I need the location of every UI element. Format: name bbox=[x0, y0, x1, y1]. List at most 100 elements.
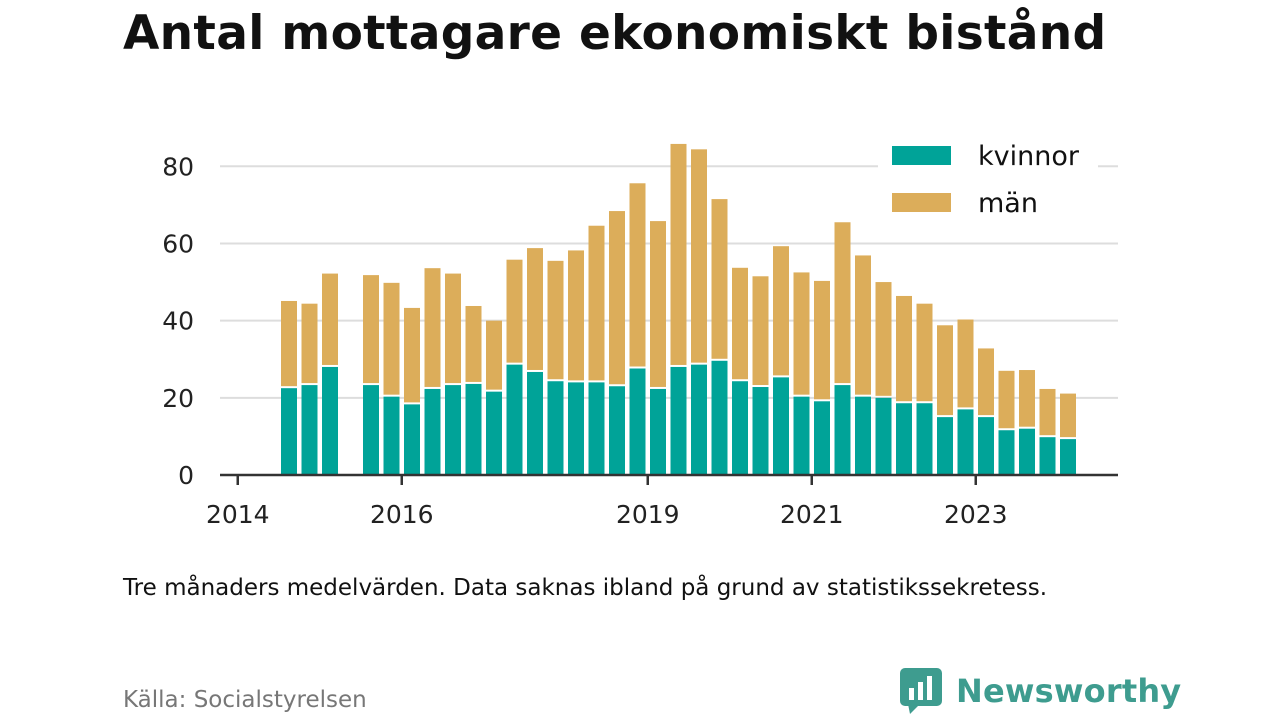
bar-segment-man bbox=[793, 272, 810, 395]
x-axis: 2014 2016 2019 2021 2023 bbox=[206, 473, 1118, 529]
y-tick-label: 80 bbox=[162, 152, 194, 181]
source-label: Källa: Socialstyrelsen bbox=[123, 687, 367, 713]
bar-segment-man bbox=[588, 225, 605, 381]
bar-segment-kvinnor bbox=[322, 366, 338, 475]
bar-segment-kvinnor bbox=[629, 368, 646, 475]
bar-segment-kvinnor bbox=[650, 388, 666, 475]
bar-segment-kvinnor bbox=[916, 403, 933, 475]
bar-segment-man bbox=[773, 246, 789, 376]
bar-segment-kvinnor bbox=[568, 382, 584, 475]
bar-segment-kvinnor bbox=[1039, 437, 1056, 475]
bar-segment-kvinnor bbox=[281, 388, 297, 475]
y-tick-label: 20 bbox=[162, 384, 194, 413]
bar-segment-kvinnor bbox=[486, 391, 502, 475]
bar-segment-man bbox=[363, 275, 379, 384]
bar-segment-man bbox=[465, 305, 482, 382]
bar-segment-kvinnor bbox=[404, 404, 420, 475]
legend-swatch bbox=[892, 193, 951, 212]
bar-segment-kvinnor bbox=[834, 385, 851, 475]
bar-segment-man bbox=[609, 211, 625, 385]
bar-segment-man bbox=[998, 370, 1015, 429]
bar-segment-man bbox=[445, 273, 461, 384]
bar-segment-man bbox=[424, 268, 441, 387]
bar-segment-man bbox=[383, 282, 400, 395]
bar-segment-man bbox=[978, 348, 994, 416]
bar-segment-kvinnor bbox=[465, 383, 482, 475]
bar-segment-man bbox=[404, 307, 420, 403]
y-tick-label: 60 bbox=[162, 229, 194, 258]
bar-segment-man bbox=[834, 222, 851, 384]
x-tick-label: 2021 bbox=[780, 500, 844, 529]
stacked-bar-chart: 0 20 40 60 80 2014 2016 2019 2021 2023 kvinnor mä… bbox=[162, 135, 1118, 529]
bar-segment-kvinnor bbox=[957, 409, 974, 475]
bar-segment-man bbox=[629, 183, 646, 367]
bar-segment-man bbox=[1039, 388, 1056, 436]
legend: kvinnor män bbox=[878, 135, 1098, 230]
bar-segment-kvinnor bbox=[752, 387, 769, 475]
bar-segment-man bbox=[855, 255, 871, 395]
bar-segment-man bbox=[711, 199, 728, 359]
bar-segment-kvinnor bbox=[937, 417, 953, 475]
x-tick-label: 2023 bbox=[944, 500, 1008, 529]
chart-title: Antal mottagare ekonomiskt bistånd bbox=[123, 6, 1107, 61]
bar-segment-kvinnor bbox=[1060, 439, 1076, 475]
legend-label: kvinnor bbox=[978, 141, 1080, 172]
bar-segment-man bbox=[875, 282, 892, 396]
bar-segment-man bbox=[1060, 393, 1076, 438]
bar-segment-kvinnor bbox=[793, 396, 810, 475]
bar-segment-man bbox=[1019, 370, 1035, 427]
bar-segment-man bbox=[527, 248, 543, 370]
bar-segment-kvinnor bbox=[978, 417, 994, 475]
bar-segment-man bbox=[506, 259, 523, 363]
chart-note: Tre månaders medelvärden. Data saknas ib… bbox=[123, 575, 1048, 601]
bar-segment-kvinnor bbox=[547, 381, 564, 475]
bar-segment-kvinnor bbox=[711, 360, 728, 475]
x-tick-label: 2016 bbox=[370, 500, 434, 529]
bar-segment-man bbox=[957, 319, 974, 408]
bar-segment-kvinnor bbox=[445, 385, 461, 475]
x-tick-label: 2014 bbox=[206, 500, 270, 529]
bar-segment-kvinnor bbox=[301, 385, 318, 475]
bar-segment-kvinnor bbox=[814, 401, 830, 475]
bar-segment-kvinnor bbox=[588, 382, 605, 475]
bar-segment-man bbox=[896, 295, 912, 402]
bar-segment-man bbox=[281, 300, 297, 387]
brand-logo[interactable]: Newsworthy bbox=[900, 668, 1181, 714]
y-tick-label: 0 bbox=[178, 461, 194, 490]
brand-name: Newsworthy bbox=[956, 672, 1182, 710]
bar-segment-man bbox=[547, 260, 564, 380]
bar-segment-kvinnor bbox=[855, 396, 871, 475]
bar-segment-kvinnor bbox=[609, 386, 625, 475]
bar-segment-kvinnor bbox=[998, 430, 1015, 475]
bar-segment-man bbox=[322, 273, 338, 365]
bar-segment-kvinnor bbox=[691, 364, 707, 475]
y-tick-label: 40 bbox=[162, 307, 194, 336]
bar-segment-kvinnor bbox=[363, 385, 379, 475]
bar-segment-kvinnor bbox=[383, 396, 400, 475]
bar-segment-kvinnor bbox=[527, 371, 543, 475]
bar-segment-kvinnor bbox=[670, 366, 687, 475]
y-axis-ticks: 0 20 40 60 80 bbox=[162, 152, 194, 490]
bar-segment-man bbox=[732, 267, 748, 380]
bar-segment-man bbox=[916, 303, 933, 402]
bar-segment-man bbox=[301, 303, 318, 384]
bar-segment-kvinnor bbox=[506, 364, 523, 475]
legend-label: män bbox=[978, 188, 1038, 219]
bar-segment-man bbox=[752, 276, 769, 386]
bar-segment-man bbox=[691, 149, 707, 363]
bar-segment-kvinnor bbox=[424, 388, 441, 475]
chart-bubble-icon bbox=[900, 668, 942, 714]
bar-segment-man bbox=[670, 143, 687, 365]
bar-segment-man bbox=[814, 280, 830, 400]
bar-segment-man bbox=[937, 325, 953, 416]
bar-segment-kvinnor bbox=[896, 403, 912, 475]
bars bbox=[281, 143, 1076, 475]
bar-segment-kvinnor bbox=[875, 397, 892, 475]
legend-swatch bbox=[892, 146, 951, 165]
bar-segment-man bbox=[486, 320, 502, 390]
bar-segment-man bbox=[650, 221, 666, 387]
bar-segment-man bbox=[568, 250, 584, 381]
bar-segment-kvinnor bbox=[1019, 428, 1035, 475]
x-tick-label: 2019 bbox=[616, 500, 680, 529]
bar-segment-kvinnor bbox=[732, 381, 748, 475]
